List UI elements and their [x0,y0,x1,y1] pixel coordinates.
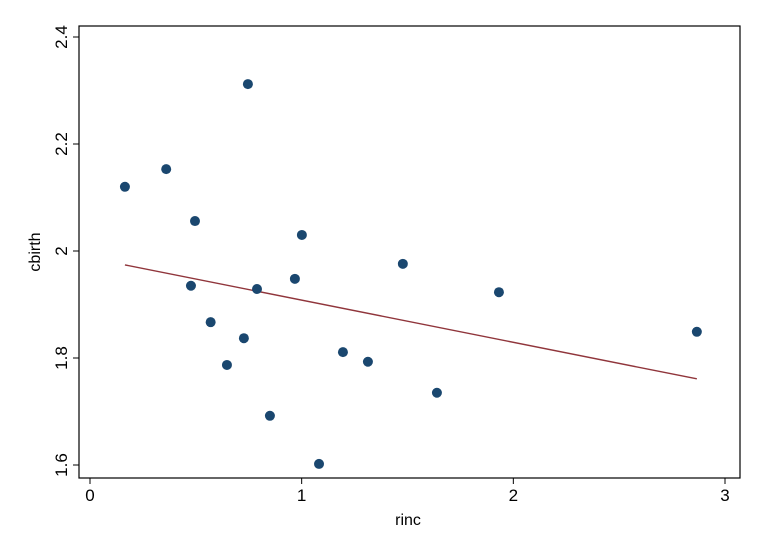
data-point [289,273,300,284]
y-axis-title: cbirth [27,232,44,271]
fit-line [124,264,697,380]
plot-frame [78,25,741,479]
x-tick-label: 0 [85,486,94,505]
data-point [264,410,275,421]
data-point [691,326,702,337]
data-point [431,387,442,398]
data-point [397,258,408,269]
data-point [161,164,172,175]
y-tick-label: 1.8 [52,346,71,370]
x-axis-title: rinc [395,512,421,529]
data-point [205,317,216,328]
x-tick-label: 2 [509,486,518,505]
data-point [252,283,263,294]
x-tick-label: 3 [720,486,729,505]
x-tick-label: 1 [297,486,306,505]
data-point [221,359,232,370]
data-point [337,347,348,358]
y-tick-label: 2.2 [52,132,71,156]
data-point [185,280,196,291]
y-tick-label: 1.6 [52,453,71,477]
data-point [296,229,307,240]
y-tick-label: 2 [52,246,71,255]
y-tick-label: 2.4 [52,25,71,49]
data-point [119,181,130,192]
data-point [189,216,200,227]
data-point [314,458,325,469]
data-point [493,287,504,298]
data-point [362,356,373,367]
data-point [238,333,249,344]
data-point [242,79,253,90]
